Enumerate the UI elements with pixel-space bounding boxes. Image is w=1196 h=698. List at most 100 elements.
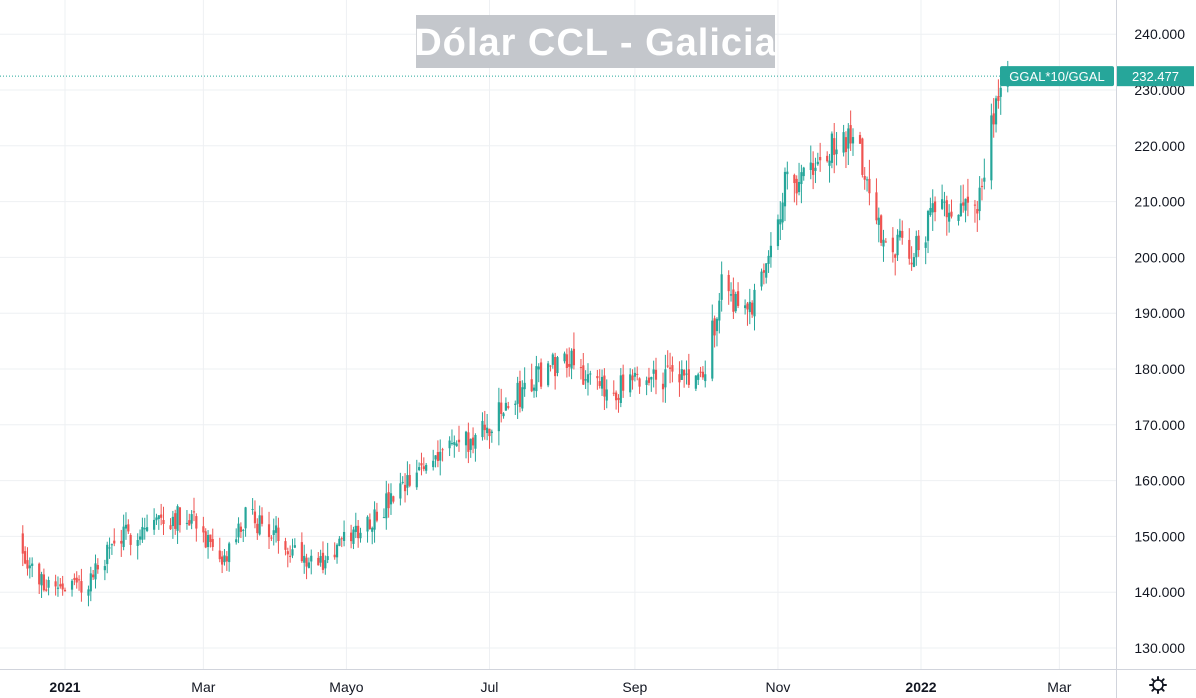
candle-up[interactable] [258,515,261,535]
candle-up[interactable] [959,203,962,217]
candle-down[interactable] [221,556,224,565]
candle-down[interactable] [638,378,641,387]
candle-up[interactable] [453,442,456,445]
candle-up[interactable] [124,524,128,529]
candle-up[interactable] [70,580,74,590]
candle-down[interactable] [687,369,690,385]
candle-down[interactable] [699,371,702,373]
candle-up[interactable] [765,263,768,278]
candle-up[interactable] [190,514,193,524]
candle-up[interactable] [851,137,855,144]
candle-up[interactable] [47,580,50,588]
candle-up[interactable] [206,535,210,548]
candle-up[interactable] [138,536,142,540]
candle-down[interactable] [80,581,83,593]
candle-up[interactable] [354,525,357,532]
candle-up[interactable] [40,574,43,586]
candle-up[interactable] [802,167,805,177]
candle-up[interactable] [744,305,747,309]
candle-down[interactable] [321,552,325,570]
candle-up[interactable] [633,372,636,377]
candle-down[interactable] [392,496,395,502]
candle-down[interactable] [603,375,606,397]
candle-down[interactable] [530,379,533,392]
candle-down[interactable] [507,406,510,408]
candle-up[interactable] [155,517,158,521]
candle-up[interactable] [547,363,550,386]
candle-down[interactable] [678,374,681,383]
candle-down[interactable] [992,113,995,125]
candle-down[interactable] [174,513,177,529]
candle-up[interactable] [103,566,106,571]
candle-down[interactable] [661,383,665,390]
candle-up[interactable] [781,202,784,223]
candle-up[interactable] [779,219,782,225]
candle-up[interactable] [303,555,306,563]
candle-up[interactable] [835,149,838,155]
candle-down[interactable] [204,531,207,548]
candle-down[interactable] [727,274,730,292]
candle-up[interactable] [816,161,819,165]
candle-down[interactable] [980,185,984,187]
candle-up[interactable] [228,543,231,563]
candle-down[interactable] [63,589,67,592]
candle-up[interactable] [711,320,714,379]
candle-up[interactable] [645,380,648,385]
candle-down[interactable] [211,539,214,548]
candle-down[interactable] [858,135,862,144]
candle-down[interactable] [420,463,423,466]
candle-up[interactable] [366,516,369,532]
candle-down[interactable] [910,262,913,265]
candle-down[interactable] [849,125,852,144]
candle-up[interactable] [185,522,189,524]
candle-up[interactable] [912,257,916,267]
candle-up[interactable] [882,239,885,247]
candle-down[interactable] [950,211,953,217]
candle-down[interactable] [195,516,198,529]
candle-up[interactable] [237,523,240,538]
candle-down[interactable] [209,534,212,543]
candle-down[interactable] [202,526,205,533]
candle-up[interactable] [319,556,322,563]
candle-down[interactable] [169,525,172,530]
candle-up[interactable] [291,549,294,556]
candle-up[interactable] [434,455,437,460]
candle-down[interactable] [596,376,599,379]
candle-down[interactable] [45,589,48,591]
candle-down[interactable] [732,289,735,312]
candle-up[interactable] [697,374,700,380]
candle-down[interactable] [549,365,552,367]
candle-up[interactable] [828,160,831,166]
candle-down[interactable] [582,365,585,385]
candle-down[interactable] [75,577,78,583]
candle-up[interactable] [401,481,404,483]
candle-down[interactable] [683,370,686,376]
candle-up[interactable] [999,87,1002,97]
candle-down[interactable] [270,537,273,539]
candle-down[interactable] [340,538,343,540]
candle-up[interactable] [514,403,517,405]
candle-down[interactable] [875,192,878,221]
candle-down[interactable] [518,381,522,407]
candle-down[interactable] [654,369,658,380]
candle-down[interactable] [253,511,257,524]
candle-down[interactable] [976,209,979,214]
candle-up[interactable] [896,234,899,256]
candle-up[interactable] [244,507,247,529]
candle-up[interactable] [720,274,723,300]
candle-down[interactable] [471,437,475,446]
candle-up[interactable] [931,203,934,213]
candle-up[interactable] [448,440,451,449]
candle-up[interactable] [176,506,179,531]
candle-down[interactable] [387,492,390,509]
candle-down[interactable] [289,555,292,557]
candle-up[interactable] [694,375,697,389]
candle-down[interactable] [42,574,45,591]
candle-up[interactable] [865,179,869,181]
candle-down[interactable] [38,563,41,585]
candle-down[interactable] [901,230,904,238]
candle-up[interactable] [943,201,946,203]
candle-up[interactable] [783,171,787,207]
candle-up[interactable] [915,236,918,258]
